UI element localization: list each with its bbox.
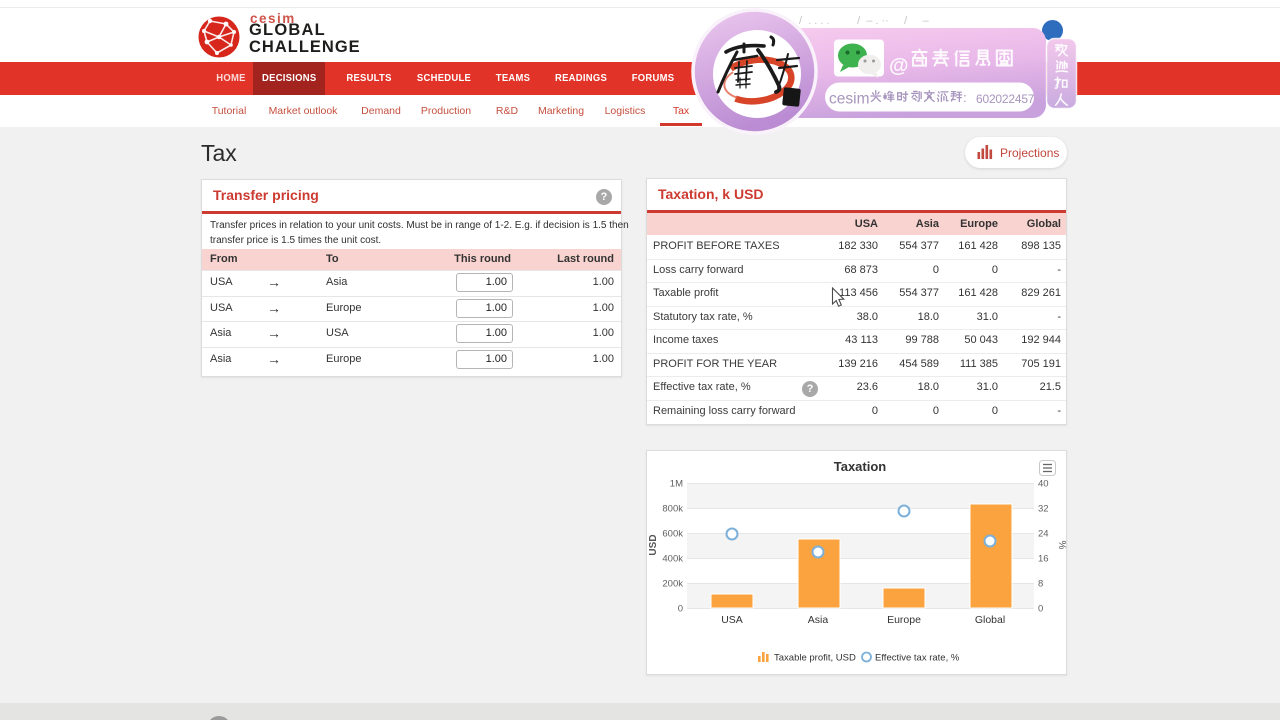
- svg-text:32: 32: [1038, 504, 1049, 515]
- svg-text:USD: USD: [648, 534, 659, 555]
- svg-text:Europe: Europe: [887, 614, 921, 626]
- svg-text:600k: 600k: [662, 529, 683, 540]
- svg-text:1M: 1M: [670, 479, 683, 490]
- svg-text:40: 40: [1038, 479, 1049, 490]
- svg-text:Asia: Asia: [808, 614, 829, 626]
- svg-text:800k: 800k: [662, 504, 683, 515]
- svg-text:Effective tax rate, %: Effective tax rate, %: [875, 653, 960, 664]
- svg-text:0: 0: [1038, 604, 1043, 615]
- svg-text:24: 24: [1038, 529, 1049, 540]
- svg-text:400k: 400k: [662, 554, 683, 565]
- svg-text:%: %: [1056, 541, 1067, 550]
- svg-text::: :: [963, 90, 967, 105]
- svg-text:200k: 200k: [662, 579, 683, 590]
- svg-text:Global: Global: [975, 614, 1005, 626]
- svg-text:8: 8: [1038, 579, 1043, 590]
- svg-text:Taxation: Taxation: [834, 459, 887, 474]
- svg-text:USA: USA: [721, 614, 743, 626]
- svg-text:@: @: [889, 55, 909, 77]
- svg-text:602022457: 602022457: [976, 92, 1035, 106]
- svg-text:cesim: cesim: [829, 91, 869, 108]
- svg-text:16: 16: [1038, 554, 1049, 565]
- svg-text:0: 0: [678, 604, 683, 615]
- svg-text:Taxable profit, USD: Taxable profit, USD: [774, 653, 856, 664]
